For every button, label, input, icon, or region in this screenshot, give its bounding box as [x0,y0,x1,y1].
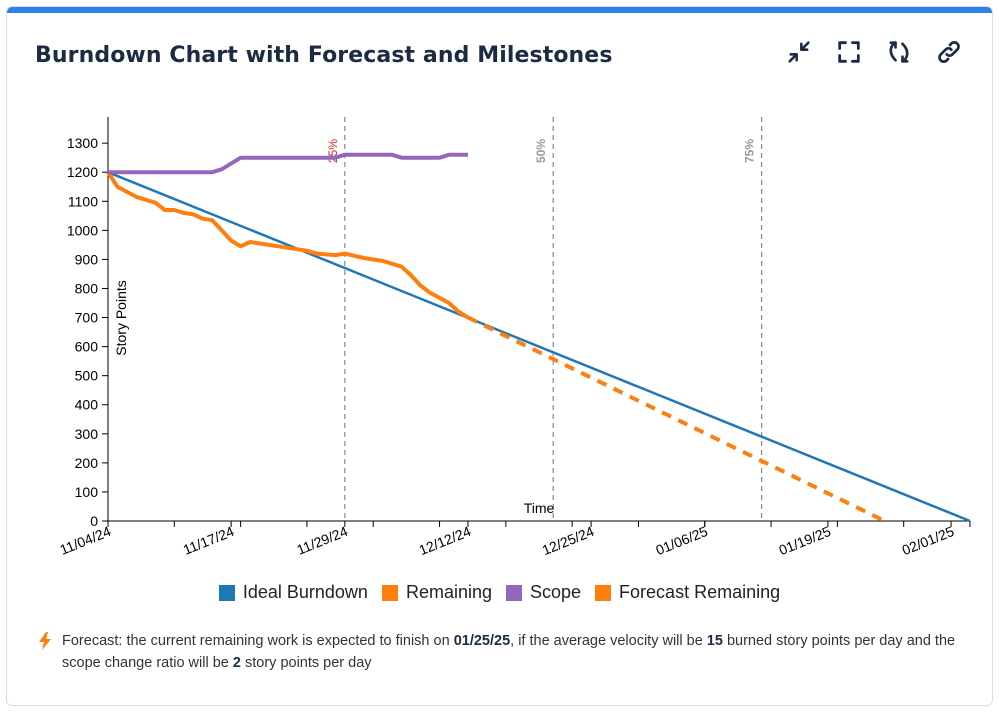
link-icon[interactable] [934,37,964,67]
legend-label-scope: Scope [530,582,582,602]
x-tick-label: 02/01/25 [900,523,957,558]
legend-swatch-forecast [595,584,612,601]
y-tick-label: 600 [75,339,99,355]
y-tick-label: 100 [75,484,99,500]
x-tick-label: 12/25/24 [540,523,597,558]
legend-item-ideal[interactable]: Ideal Burndown [218,582,368,603]
chart-legend: Ideal Burndown Remaining Scope Forecast … [0,582,999,603]
y-tick-label: 500 [75,368,99,384]
y-tick-label: 1200 [67,164,98,180]
y-tick-label: 1000 [67,222,98,238]
y-tick-label: 700 [75,310,99,326]
legend-label-forecast: Forecast Remaining [619,582,781,602]
forecast-text-4: story points per day [240,655,372,671]
scope-line [108,152,468,175]
x-tick-label: 11/04/24 [58,523,114,558]
collapse-icon[interactable] [784,37,814,67]
y-tick-label: 200 [75,455,99,471]
forecast-velocity: 15 [706,633,723,649]
x-tick-label: 01/19/25 [777,523,834,558]
x-tick-label: 12/12/24 [417,523,474,558]
forecast-text-1: Forecast: the current remaining work is … [62,633,454,649]
legend-item-remaining[interactable]: Remaining [381,582,492,603]
burndown-card: Burndown Chart with Forecast and Milesto… [6,6,993,706]
fullscreen-icon[interactable] [834,37,864,67]
accent-bar [7,7,992,13]
y-tick-label: 900 [75,251,99,267]
legend-item-scope[interactable]: Scope [506,582,581,603]
y-tick-label: 1300 [67,135,98,151]
legend-swatch-scope [506,584,522,601]
x-tick-label: 01/06/25 [653,523,710,558]
y-tick-label: 300 [75,426,99,442]
toolbar [784,37,964,67]
forecast-text-3: burned story points per day and the scop… [62,633,956,671]
forecast-date: 01/25/25 [453,633,511,649]
chart-title: Burndown Chart with Forecast and Milesto… [35,43,613,68]
y-axis-label: Story Points [113,280,129,355]
remaining-line [106,171,470,320]
refresh-icon[interactable] [884,37,914,67]
legend-label-ideal: Ideal Burndown [242,582,368,602]
y-tick-label: 400 [75,397,99,413]
legend-item-forecast[interactable]: Forecast Remaining [595,582,780,603]
x-tick-label: 11/29/24 [294,523,350,558]
legend-label-remaining: Remaining [405,582,492,602]
milestone-label: 50% [534,139,548,163]
legend-swatch-remaining [381,584,398,601]
y-tick-label: 800 [75,280,99,296]
ideal-burndown-line [107,171,971,523]
y-tick-label: 0 [90,513,98,529]
x-tick-label: 11/17/24 [181,523,237,558]
y-tick-label: 1100 [68,193,98,209]
forecast-remaining-line [467,315,886,523]
legend-swatch-ideal [218,584,235,601]
lightning-icon [39,632,51,650]
x-axis-label: Time [524,500,555,516]
forecast-note: Forecast: the current remaining work is … [39,630,962,674]
milestone-label: 75% [743,139,757,163]
forecast-text-2: , if the average velocity will be [510,633,707,649]
forecast-scope-ratio: 2 [232,655,241,671]
